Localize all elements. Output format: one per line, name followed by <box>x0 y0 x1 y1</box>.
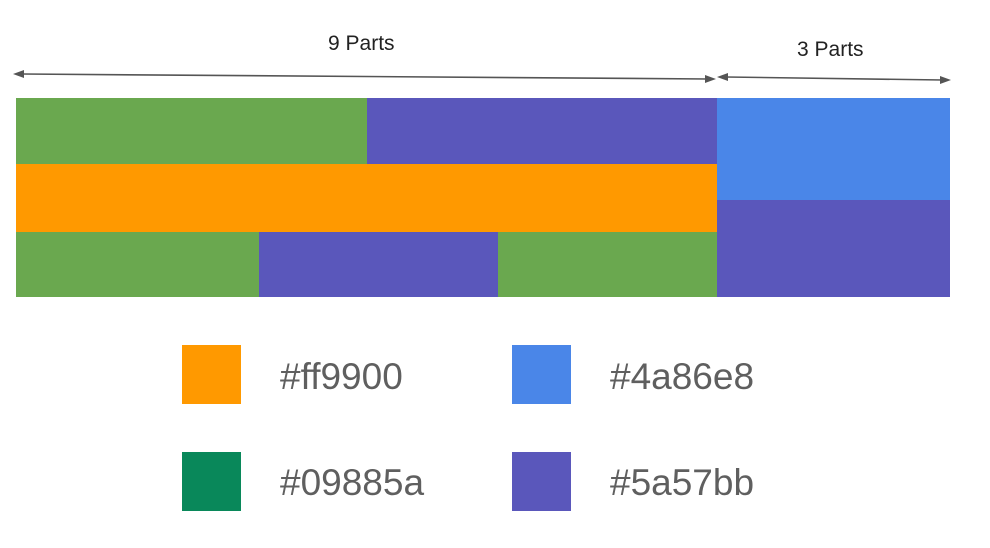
legend-swatch-green <box>182 452 241 511</box>
block-green-top <box>16 98 367 164</box>
legend-swatch-blue <box>512 345 571 404</box>
legend-label-purple: #5a57bb <box>610 462 755 503</box>
block-orange-middle <box>16 164 717 232</box>
legend-swatch-orange <box>182 345 241 404</box>
block-green-bottom-right <box>498 232 717 297</box>
dimension-label-9-parts: 9 Parts <box>328 32 395 55</box>
block-purple-top <box>367 98 717 164</box>
arrow-3-parts <box>717 73 951 84</box>
block-purple-right <box>717 200 950 297</box>
block-purple-bottom <box>259 232 498 297</box>
legend-label-blue: #4a86e8 <box>610 356 755 397</box>
arrow-9-parts <box>13 70 716 83</box>
legend-label-orange: #ff9900 <box>280 356 403 397</box>
block-green-bottom-left <box>16 232 259 297</box>
legend-swatch-purple <box>512 452 571 511</box>
legend-label-green: #09885a <box>280 462 425 503</box>
block-blue-right <box>717 98 950 200</box>
dimension-label-3-parts: 3 Parts <box>797 38 864 61</box>
